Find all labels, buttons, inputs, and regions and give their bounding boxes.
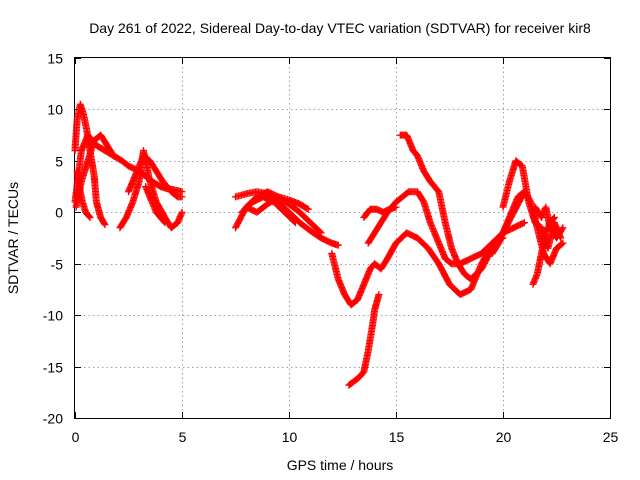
data-point xyxy=(304,205,312,213)
data-point xyxy=(375,291,383,299)
y-axis-label: SDTVAR / TECUs xyxy=(5,182,21,294)
series-t11 xyxy=(238,193,299,227)
y-tick-label: 5 xyxy=(55,154,63,170)
data-point xyxy=(110,152,118,160)
data-point xyxy=(550,213,558,221)
y-tick-label: 10 xyxy=(47,102,63,118)
data-point xyxy=(303,204,311,212)
data-point xyxy=(109,150,117,158)
series-t13 xyxy=(345,291,383,389)
series-t3 xyxy=(72,131,118,211)
data-point xyxy=(316,228,324,236)
plot-frame xyxy=(74,57,611,419)
x-tick-label: 5 xyxy=(179,429,187,445)
data-point xyxy=(86,213,94,221)
series-t20 xyxy=(531,203,567,242)
data-point xyxy=(392,203,400,211)
y-tick-label: 0 xyxy=(55,205,63,221)
data-point xyxy=(178,193,186,201)
chart-title: Day 261 of 2022, Sidereal Day-to-day VTE… xyxy=(89,20,591,36)
grid-layer xyxy=(75,58,610,418)
data-point xyxy=(558,240,566,248)
y-tick-label: -20 xyxy=(43,411,63,427)
series-t19 xyxy=(529,213,558,288)
y-tick-label: -5 xyxy=(51,257,64,273)
data-point xyxy=(178,208,186,216)
y-tick-label: -10 xyxy=(43,308,63,324)
data-point xyxy=(101,221,109,229)
data-point xyxy=(317,229,325,237)
data-point xyxy=(520,219,528,227)
x-tick-label: 10 xyxy=(282,429,298,445)
data-point xyxy=(559,239,567,247)
series-t6 xyxy=(125,152,186,201)
x-axis-label: GPS time / hours xyxy=(287,457,394,473)
data-point xyxy=(559,224,567,232)
y-tick-label: -15 xyxy=(43,360,63,376)
series-t16 xyxy=(360,203,400,221)
data-point xyxy=(291,219,299,227)
data-point xyxy=(558,225,566,233)
data-point xyxy=(161,219,169,227)
series-t7 xyxy=(142,183,169,227)
data-point xyxy=(334,241,342,249)
series-t4 xyxy=(73,167,94,221)
x-tick-label: 15 xyxy=(389,429,405,445)
x-tick-label: 0 xyxy=(72,429,80,445)
data-point xyxy=(160,218,168,226)
marks-layer xyxy=(71,100,567,389)
x-tick-label: 20 xyxy=(496,429,512,445)
x-tick-label: 25 xyxy=(603,429,619,445)
data-point xyxy=(290,218,298,226)
series-t2 xyxy=(71,100,109,229)
data-point xyxy=(85,212,93,220)
ticks-layer: 0 5 10 15 20 25 15 10 5 0 -5 -10 -15 -20 xyxy=(43,51,619,446)
data-point xyxy=(100,219,108,227)
y-tick-label: 15 xyxy=(47,51,63,67)
